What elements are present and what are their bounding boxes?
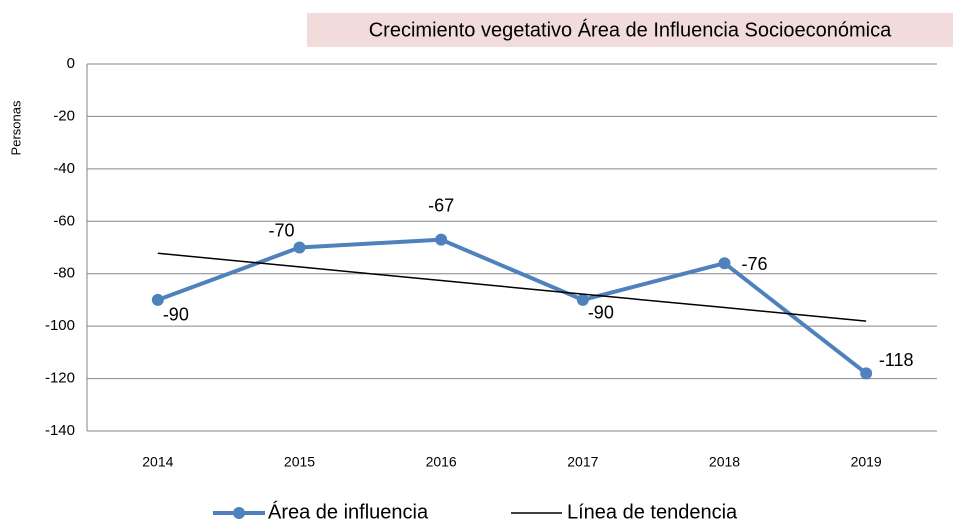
y-tick-label: -80: [53, 265, 75, 282]
y-tick-label: -120: [45, 370, 75, 387]
y-axis-label: Personas: [8, 100, 23, 155]
y-tick-label: -40: [53, 160, 75, 177]
data-label: -90: [588, 303, 614, 323]
x-tick-label: 2015: [284, 454, 315, 470]
legend-label: Línea de tendencia: [567, 501, 738, 523]
data-label: -70: [268, 220, 294, 240]
legend-label: Área de influencia: [268, 500, 429, 523]
legend-swatch: [233, 507, 245, 519]
data-point: [293, 241, 306, 254]
data-line: [157, 237, 868, 375]
chart-title: Crecimiento vegetativo Área de Influenci…: [369, 18, 892, 41]
data-point: [435, 233, 448, 246]
y-tick-label: 0: [67, 55, 75, 72]
title-box: [307, 13, 953, 47]
x-tick-label: 2018: [709, 454, 740, 470]
data-label: -76: [741, 254, 767, 274]
data-label: -118: [879, 350, 914, 370]
x-tick-label: 2019: [851, 454, 882, 470]
data-point: [860, 367, 873, 380]
data-label: -90: [163, 305, 189, 325]
data-point: [576, 293, 589, 306]
x-tick-label: 2014: [142, 454, 173, 470]
data-point: [718, 257, 731, 270]
data-point: [151, 293, 164, 306]
y-tick-label: -60: [53, 212, 75, 229]
y-tick-label: -100: [45, 317, 75, 334]
y-tick-label: -20: [53, 107, 75, 124]
data-label: -67: [428, 195, 454, 215]
x-tick-label: 2017: [567, 454, 598, 470]
y-tick-label: -140: [45, 422, 75, 439]
trend-line: [157, 252, 867, 322]
x-tick-label: 2016: [426, 454, 457, 470]
